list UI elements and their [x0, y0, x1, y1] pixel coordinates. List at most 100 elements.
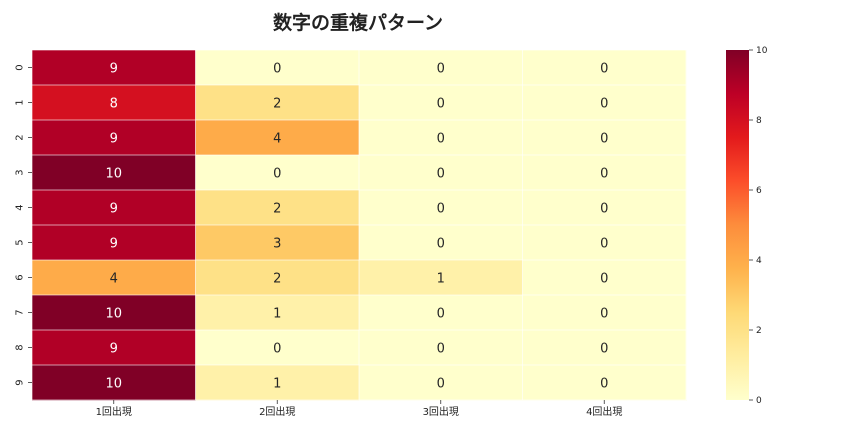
x-axis-ticks: 1回出現 2回出現 3回出現 4回出現 — [96, 400, 622, 418]
heatmap-cell — [195, 155, 360, 191]
cell-value-label: 1 — [437, 272, 445, 287]
heatmap-cell — [32, 225, 196, 261]
cell-value-label: 1 — [273, 377, 281, 392]
heatmap-cell — [195, 50, 360, 86]
cell-value-label: 0 — [600, 307, 608, 322]
y-tick-label: 1 — [15, 99, 26, 105]
cell-value-label: 9 — [110, 342, 118, 357]
heatmap-cell — [359, 85, 523, 121]
cell-value-label: 3 — [273, 237, 281, 252]
cell-value-label: 0 — [600, 62, 608, 77]
heatmap-cell — [195, 225, 360, 261]
heatmap-cell — [522, 190, 687, 226]
heatmap-cell — [32, 330, 196, 366]
colorbar-tick-label: 2 — [756, 326, 762, 336]
cell-value-label: 9 — [110, 237, 118, 252]
cell-value-label: 0 — [600, 237, 608, 252]
cell-value-label: 0 — [600, 202, 608, 217]
heatmap-cell — [359, 190, 523, 226]
heatmap-cell — [522, 155, 687, 191]
cell-value-label: 10 — [105, 307, 122, 322]
heatmap-cell — [359, 295, 523, 331]
cell-value-label: 9 — [110, 62, 118, 77]
cell-value-label: 0 — [437, 202, 445, 217]
heatmap-cell — [522, 330, 687, 366]
cell-value-label: 0 — [437, 237, 445, 252]
colorbar-tick-label: 0 — [756, 396, 762, 406]
colorbar-tick-label: 6 — [756, 186, 762, 196]
cell-value-label: 0 — [273, 167, 281, 182]
heatmap-cell — [195, 85, 360, 121]
cell-labels: 9 0 0 08 2 0 09 4 0 010 0 0 09 2 0 09 3 0 04 2 1 010 1 0 09 0 0 010… — [105, 62, 608, 392]
heatmap-cell — [359, 260, 523, 296]
x-tick-label: 2回出現 — [259, 405, 295, 418]
cell-value-label: 0 — [437, 62, 445, 77]
heatmap-cell — [522, 50, 687, 86]
cell-value-label: 0 — [437, 307, 445, 322]
cell-value-label: 0 — [600, 167, 608, 182]
y-tick-label: 4 — [15, 204, 26, 210]
heatmap-cell — [32, 50, 196, 86]
y-tick-label: 5 — [15, 239, 26, 245]
y-tick-label: 9 — [15, 379, 26, 385]
heatmap-cell — [32, 365, 196, 401]
cell-value-label: 1 — [273, 307, 281, 322]
cell-value-label: 8 — [110, 97, 118, 112]
y-tick-label: 2 — [15, 134, 26, 140]
cell-value-label: 9 — [110, 202, 118, 217]
cell-value-label: 10 — [105, 377, 122, 392]
heatmap-cell — [359, 155, 523, 191]
colorbar-tick-label: 4 — [756, 256, 762, 266]
heatmap-cell — [522, 260, 687, 296]
heatmap-cell — [522, 85, 687, 121]
cell-value-label: 0 — [600, 342, 608, 357]
cell-value-label: 0 — [600, 377, 608, 392]
colorbar — [726, 50, 749, 400]
heatmap-cell — [522, 365, 687, 401]
cell-value-label: 2 — [273, 97, 281, 112]
cell-value-label: 0 — [600, 272, 608, 287]
heatmap-cell — [522, 295, 687, 331]
y-tick-label: 0 — [15, 64, 26, 70]
colorbar-tick-label: 10 — [756, 46, 768, 56]
heatmap-cell — [32, 190, 196, 226]
y-tick-label: 7 — [15, 309, 26, 315]
colorbar-ticks: 0 2 4 6 8 10 — [749, 46, 768, 406]
cell-value-label: 0 — [437, 377, 445, 392]
cell-value-label: 4 — [273, 132, 281, 147]
x-tick-label: 1回出現 — [96, 405, 132, 418]
heatmap-cell — [32, 295, 196, 331]
cell-value-label: 4 — [110, 272, 118, 287]
heatmap-cell — [32, 120, 196, 156]
heatmap-cell — [359, 330, 523, 366]
heatmap-cell — [32, 260, 196, 296]
cell-value-label: 10 — [105, 167, 122, 182]
cell-value-label: 0 — [600, 97, 608, 112]
cell-value-label: 0 — [437, 342, 445, 357]
heatmap-cell — [195, 295, 360, 331]
heatmap-cell — [195, 120, 360, 156]
heatmap-cell — [195, 365, 360, 401]
heatmap-cell — [359, 120, 523, 156]
cell-value-label: 2 — [273, 202, 281, 217]
heatmap-cell — [359, 50, 523, 86]
cell-value-label: 0 — [273, 342, 281, 357]
chart-title: 数字の重複パターン — [273, 11, 443, 34]
heatmap-cell — [195, 330, 360, 366]
x-tick-label: 4回出現 — [586, 405, 622, 418]
y-tick-label: 8 — [15, 344, 26, 350]
heatmap-cell — [195, 190, 360, 226]
cell-value-label: 9 — [110, 132, 118, 147]
heatmap-cell — [32, 155, 196, 191]
heatmap-cell — [522, 225, 687, 261]
heatmap-cell — [522, 120, 687, 156]
heatmap-cells — [32, 50, 687, 401]
x-tick-label: 3回出現 — [423, 405, 459, 418]
grid-lines — [31, 49, 687, 401]
cell-value-label: 0 — [273, 62, 281, 77]
y-axis-ticks: 0 1 2 3 4 5 6 7 8 9 — [15, 64, 32, 386]
cell-value-label: 0 — [437, 132, 445, 147]
y-tick-label: 3 — [15, 169, 26, 175]
cell-value-label: 0 — [600, 132, 608, 147]
